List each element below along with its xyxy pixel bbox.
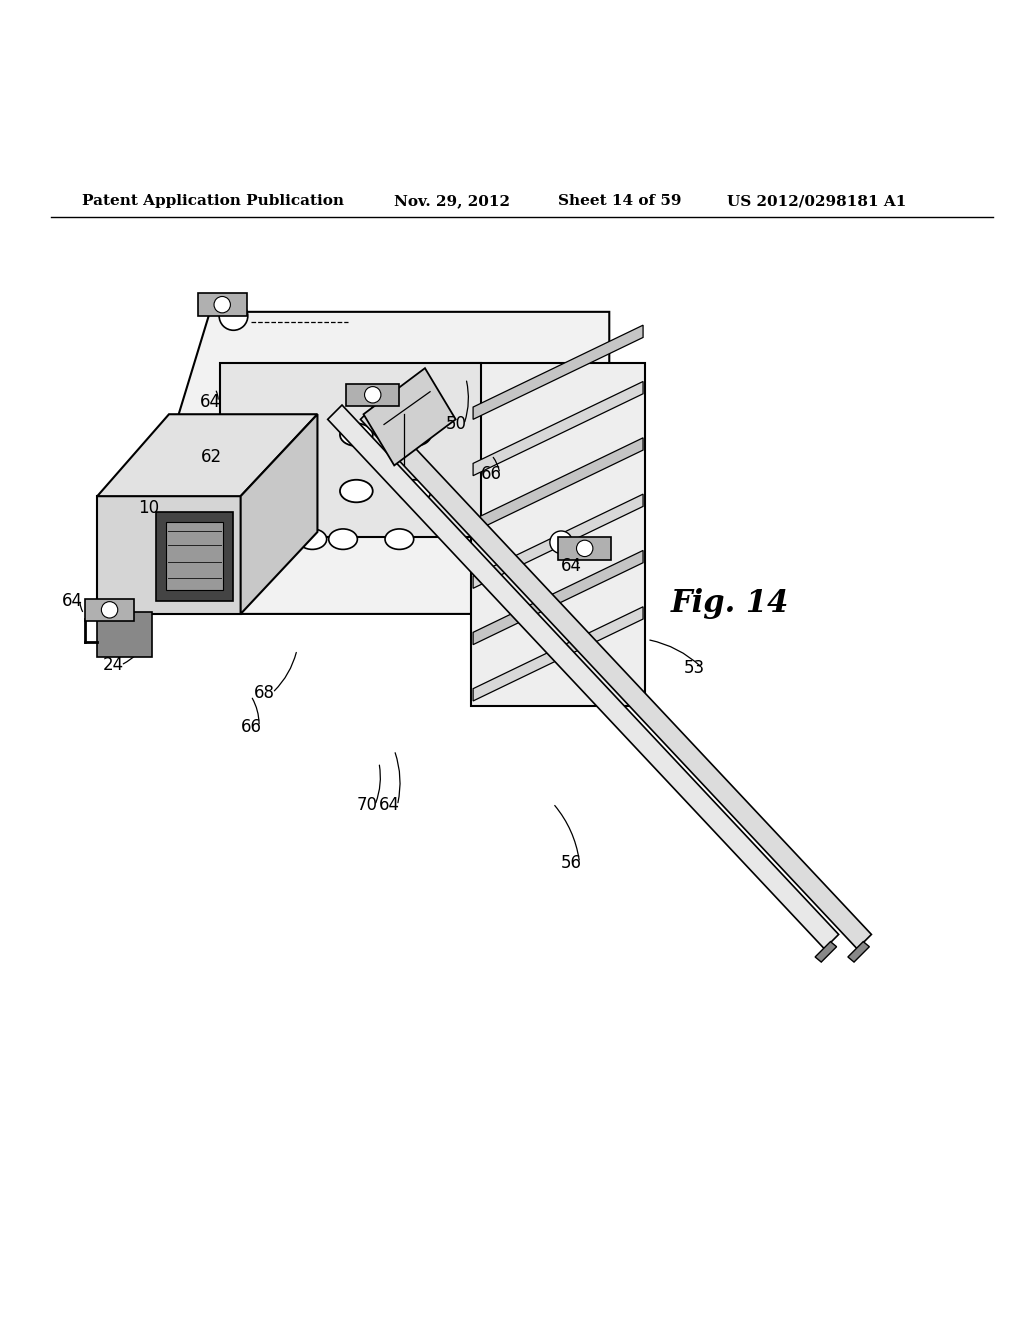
Ellipse shape (329, 529, 357, 549)
Circle shape (577, 540, 593, 557)
Text: 64: 64 (200, 393, 221, 411)
Polygon shape (364, 368, 456, 466)
Text: 68: 68 (254, 684, 275, 702)
Text: Nov. 29, 2012: Nov. 29, 2012 (394, 194, 510, 209)
Text: 56: 56 (561, 854, 583, 871)
Text: Sheet 14 of 59: Sheet 14 of 59 (558, 194, 682, 209)
Polygon shape (473, 607, 643, 701)
Text: 64: 64 (561, 557, 583, 574)
Polygon shape (328, 405, 839, 949)
Polygon shape (241, 414, 317, 614)
Text: 53: 53 (684, 659, 706, 677)
Polygon shape (85, 598, 134, 622)
Polygon shape (346, 384, 399, 407)
Text: Fig. 14: Fig. 14 (671, 589, 790, 619)
Ellipse shape (398, 479, 431, 503)
Polygon shape (558, 537, 611, 560)
Polygon shape (815, 941, 837, 962)
Text: US 2012/0298181 A1: US 2012/0298181 A1 (727, 194, 906, 209)
Circle shape (101, 602, 118, 618)
Circle shape (219, 301, 248, 330)
Text: 50: 50 (445, 416, 467, 433)
Polygon shape (473, 325, 643, 420)
Text: 70: 70 (356, 796, 378, 814)
Text: Patent Application Publication: Patent Application Publication (82, 194, 344, 209)
Text: 24: 24 (102, 656, 124, 675)
Polygon shape (97, 612, 152, 657)
Ellipse shape (281, 424, 313, 446)
Circle shape (550, 531, 572, 553)
Polygon shape (97, 496, 241, 614)
Polygon shape (118, 312, 609, 614)
Polygon shape (473, 550, 643, 644)
Polygon shape (473, 381, 643, 475)
Polygon shape (156, 512, 233, 601)
Text: 66: 66 (481, 465, 503, 483)
Ellipse shape (340, 424, 373, 446)
Circle shape (365, 387, 381, 403)
Text: 64: 64 (379, 796, 400, 814)
Ellipse shape (398, 424, 431, 446)
Circle shape (214, 297, 230, 313)
Polygon shape (360, 405, 871, 949)
Polygon shape (97, 414, 317, 496)
Polygon shape (848, 941, 869, 962)
Text: 64: 64 (61, 591, 83, 610)
Text: 10: 10 (138, 499, 160, 517)
Polygon shape (220, 363, 481, 537)
Text: 66: 66 (241, 718, 262, 735)
Ellipse shape (385, 529, 414, 549)
Polygon shape (166, 521, 223, 590)
Ellipse shape (298, 529, 327, 549)
Polygon shape (473, 438, 643, 532)
Polygon shape (473, 494, 643, 589)
Polygon shape (198, 293, 247, 315)
Ellipse shape (281, 479, 313, 503)
Ellipse shape (340, 479, 373, 503)
Polygon shape (471, 363, 645, 706)
Text: 62: 62 (201, 449, 222, 466)
